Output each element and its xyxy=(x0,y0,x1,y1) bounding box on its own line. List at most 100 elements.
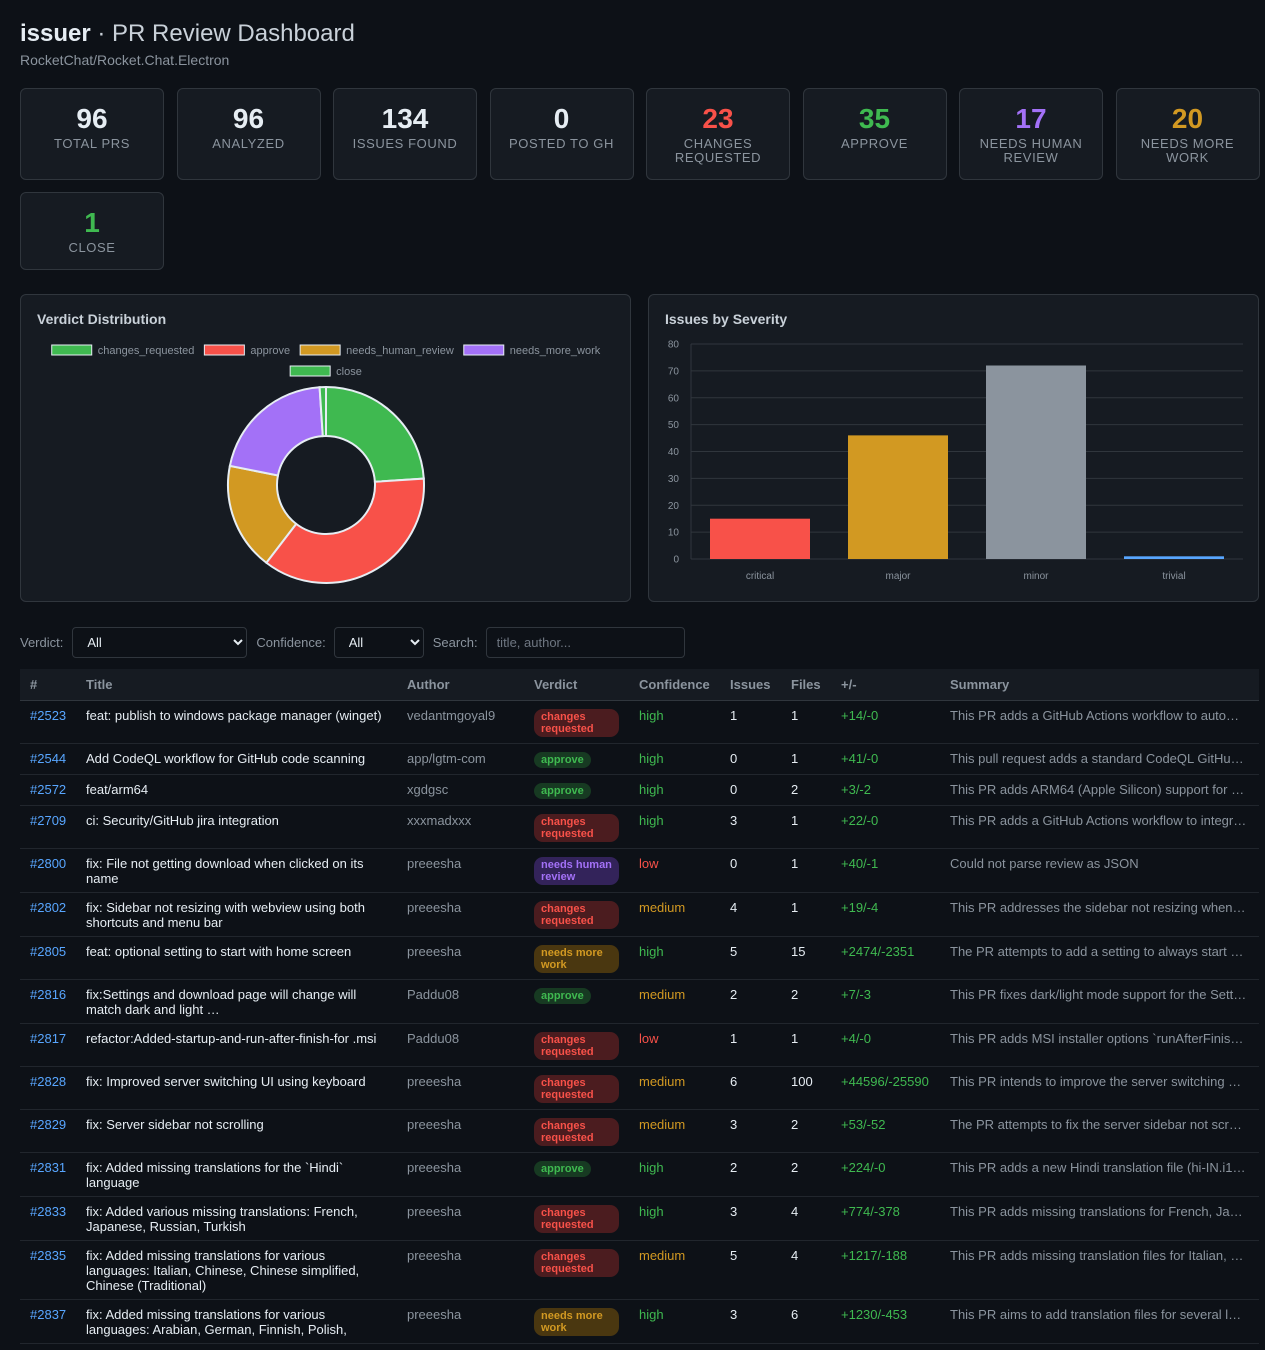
table-cell: 3 xyxy=(720,1299,781,1344)
cell-text: +40/-1 xyxy=(841,856,879,871)
legend-swatch xyxy=(203,344,245,356)
table-cell: +53/-52 xyxy=(831,1109,940,1153)
pr-row[interactable]: #2709 ci: Security/GitHub jira integratio… xyxy=(20,805,1259,849)
pr-row[interactable]: #2802 fix: Sidebar not resizing with webv… xyxy=(20,892,1259,937)
pr-link[interactable]: #2828 xyxy=(30,1074,67,1089)
table-cell: fix: Added missing translations for the … xyxy=(76,1152,397,1197)
table-cell: 0 xyxy=(720,743,781,775)
pr-row[interactable]: #2835 fix: Added missing translations for… xyxy=(20,1240,1259,1300)
table-cell: changes requested xyxy=(524,700,629,744)
cell-text: feat: optional setting to start with hom… xyxy=(86,944,352,959)
legend-label: close xyxy=(336,366,362,378)
column-header: Verdict xyxy=(524,669,629,701)
table-cell: 0 xyxy=(720,848,781,893)
table-cell: 1 xyxy=(781,700,831,744)
pr-link[interactable]: #2805 xyxy=(30,944,67,959)
pr-row[interactable]: #2805 feat: optional setting to start wit… xyxy=(20,936,1259,980)
pr-row[interactable]: #2831 fix: Added missing translations for… xyxy=(20,1152,1259,1197)
cell-text: preeesha xyxy=(407,1074,462,1089)
pr-row[interactable]: #2829 fix: Server sidebar not scrolling pr… xyxy=(20,1109,1259,1153)
table-cell: This PR adds a GitHub Actions workflow t… xyxy=(940,805,1259,849)
pr-row[interactable]: #2523 feat: publish to windows package ma… xyxy=(20,700,1259,744)
pr-row[interactable]: #2572 feat/arm64 xgdgsc approve high 0 2 +3/-2 T… xyxy=(20,774,1259,806)
pr-row[interactable]: #2828 fix: Improved server switching UI u… xyxy=(20,1066,1259,1110)
pr-link[interactable]: #2572 xyxy=(30,782,67,797)
pr-link[interactable]: #2817 xyxy=(30,1031,67,1046)
table-cell: 6 xyxy=(781,1299,831,1344)
pr-link[interactable]: #2544 xyxy=(30,751,67,766)
cell-text: preeesha xyxy=(407,856,462,871)
table-cell: preeesha xyxy=(397,848,524,893)
verdict-filter[interactable]: All xyxy=(72,626,248,658)
stat-label: TOTAL PRS xyxy=(54,136,130,151)
y-tick-label: 20 xyxy=(668,501,680,512)
table-cell: 6 xyxy=(720,1066,781,1110)
cell-text: 4 xyxy=(791,1204,799,1219)
table-cell: 15 xyxy=(781,936,831,980)
table-cell: 1 xyxy=(781,848,831,893)
pr-link[interactable]: #2833 xyxy=(30,1204,67,1219)
table-cell: +40/-1 xyxy=(831,848,940,893)
pr-row[interactable]: #2816 fix:Settings and download page will… xyxy=(20,979,1259,1024)
search-input[interactable] xyxy=(485,626,685,658)
cell-text: This PR adds a GitHub Actions workflow t… xyxy=(950,813,1247,828)
legend-label: needs_more_work xyxy=(510,345,601,357)
stat-card: 17 NEEDS HUMAN REVIEW xyxy=(959,88,1103,180)
legend-item: changes_requested xyxy=(51,344,194,357)
bar xyxy=(986,365,1086,559)
pr-link[interactable]: #2709 xyxy=(30,813,67,828)
cell-text: fix: Added missing translations for the … xyxy=(86,1160,344,1190)
table-cell: #2544 xyxy=(20,743,76,775)
cell-text: +44596/-25590 xyxy=(841,1074,929,1089)
verdict-badge: changes requested xyxy=(534,1118,619,1146)
x-tick-label: minor xyxy=(1023,571,1049,582)
cell-text: The PR attempts to add a setting to alwa… xyxy=(950,944,1244,959)
pr-link[interactable]: #2837 xyxy=(30,1307,67,1322)
column-header: Author xyxy=(397,669,524,701)
table-cell: 2 xyxy=(781,979,831,1024)
table-cell: approve xyxy=(524,774,629,806)
pr-row[interactable]: #2837 fix: Added missing translations for… xyxy=(20,1299,1259,1344)
table-cell: 2 xyxy=(781,1152,831,1197)
cell-text: high xyxy=(639,751,664,766)
pr-link[interactable]: #2829 xyxy=(30,1117,67,1132)
table-cell: medium xyxy=(629,892,720,937)
cell-text: 3 xyxy=(730,1307,738,1322)
stat-label: APPROVE xyxy=(840,136,909,151)
cell-text: 5 xyxy=(730,944,738,959)
cell-text: preeesha xyxy=(407,1117,462,1132)
table-cell: #2835 xyxy=(20,1240,76,1300)
pr-row[interactable]: #2544 Add CodeQL workflow for GitHub code… xyxy=(20,743,1259,775)
cell-text: 15 xyxy=(791,944,806,959)
pr-link[interactable]: #2831 xyxy=(30,1160,67,1175)
confidence-filter[interactable]: All xyxy=(333,626,424,658)
cell-text: This PR addresses the sidebar not resizi… xyxy=(950,900,1246,915)
table-cell: fix: Added various missing translations:… xyxy=(76,1196,397,1241)
pr-row[interactable]: #2800 fix: File not getting download when… xyxy=(20,848,1259,893)
table-cell: 2 xyxy=(781,1109,831,1153)
table-cell: changes requested xyxy=(524,892,629,937)
pr-link[interactable]: #2816 xyxy=(30,987,67,1002)
table-cell: 5 xyxy=(720,936,781,980)
table-cell: medium xyxy=(629,979,720,1024)
pr-link[interactable]: #2802 xyxy=(30,900,67,915)
pr-row[interactable]: #2817 refactor:Added-startup-and-run-afte… xyxy=(20,1023,1259,1067)
cell-text: +2474/-2351 xyxy=(841,944,915,959)
cell-text: feat/arm64 xyxy=(86,782,149,797)
stat-label: NEEDS HUMAN REVIEW xyxy=(979,136,1083,165)
cell-text: +14/-0 xyxy=(841,708,879,723)
y-tick-label: 60 xyxy=(668,393,680,404)
x-tick-label: critical xyxy=(746,571,774,582)
pr-row[interactable]: #2833 fix: Added various missing translat… xyxy=(20,1196,1259,1241)
pr-link[interactable]: #2800 xyxy=(30,856,67,871)
verdict-badge: changes requested xyxy=(534,901,619,929)
table-cell: preeesha xyxy=(397,892,524,937)
pr-link[interactable]: #2523 xyxy=(30,708,67,723)
stat-value: 96 xyxy=(76,103,108,134)
table-cell: #2831 xyxy=(20,1152,76,1197)
column-header: Title xyxy=(76,669,397,701)
pr-link[interactable]: #2835 xyxy=(30,1248,67,1263)
cell-text: app/lgtm-com xyxy=(407,751,486,766)
table-cell: 2 xyxy=(781,774,831,806)
app-title: issuer xyxy=(20,20,91,47)
